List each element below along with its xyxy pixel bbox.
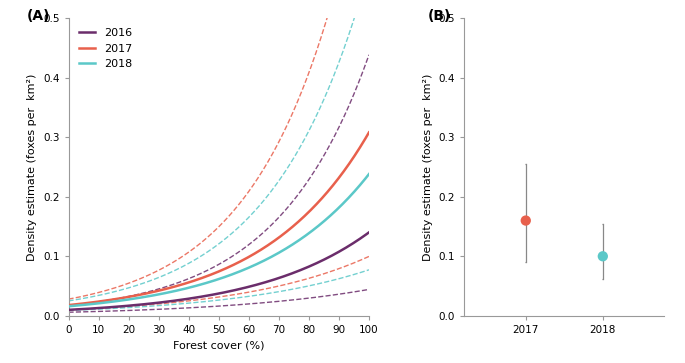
Line: 2018: 2018 <box>68 174 369 306</box>
2018 <box>227 273 235 277</box>
2018 <box>358 181 366 185</box>
2016 <box>64 308 73 312</box>
2016 <box>207 293 215 297</box>
2018 <box>311 227 319 231</box>
Point <box>521 218 532 224</box>
2017 <box>365 130 373 135</box>
2017 <box>243 256 251 260</box>
2017 <box>358 142 366 147</box>
2016 <box>311 262 319 266</box>
2018 <box>64 304 73 309</box>
2017 <box>64 303 73 307</box>
X-axis label: Forest cover (%): Forest cover (%) <box>173 340 264 350</box>
2018 <box>209 279 217 283</box>
2018 <box>207 279 215 284</box>
Line: 2016: 2016 <box>68 232 369 310</box>
2017 <box>207 272 215 277</box>
2016 <box>243 285 251 289</box>
2017 <box>227 264 235 268</box>
2018 <box>243 266 251 270</box>
Text: (A): (A) <box>27 9 50 23</box>
Y-axis label: Density estimate (foxes per  km²): Density estimate (foxes per km²) <box>423 73 433 261</box>
2017 <box>209 272 217 276</box>
2017 <box>311 204 319 208</box>
Line: 2017: 2017 <box>68 132 369 305</box>
2016 <box>227 289 235 293</box>
Y-axis label: Density estimate (foxes per  km²): Density estimate (foxes per km²) <box>27 73 38 261</box>
Point <box>597 253 608 259</box>
2016 <box>365 230 373 234</box>
2016 <box>358 235 366 240</box>
2016 <box>209 293 217 297</box>
Text: (B): (B) <box>428 9 451 23</box>
2018 <box>365 172 373 176</box>
Legend: 2016, 2017, 2018: 2016, 2017, 2018 <box>74 24 137 74</box>
